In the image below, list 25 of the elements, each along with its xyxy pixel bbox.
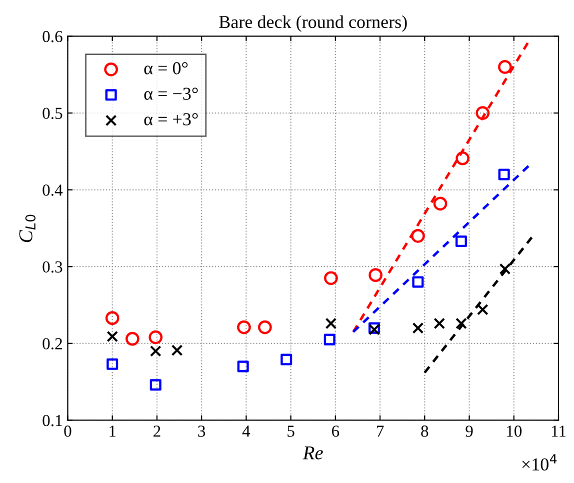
- legend-label: α = −3°: [144, 88, 198, 100]
- legend-label: α = +3°: [144, 113, 198, 126]
- x-tick-label: 8: [421, 426, 428, 437]
- y-tick-label: 0.5: [42, 108, 62, 120]
- x-tick-label: 1: [110, 426, 116, 437]
- y-tick-label: 0.6: [42, 30, 62, 42]
- x-tick-label: 5: [288, 426, 294, 437]
- x-tick-label: 2: [154, 426, 160, 437]
- y-tick-label: 0.4: [42, 184, 63, 196]
- x-tick-label: 6: [332, 426, 340, 437]
- x-tick-label: 11: [552, 426, 566, 437]
- x-tick-label: 9: [466, 426, 473, 437]
- x-tick-label: 7: [376, 426, 384, 437]
- x-tick-label: 10: [507, 426, 522, 437]
- x-tick-label: 3: [198, 426, 206, 437]
- x-tick-label: 4: [242, 426, 250, 437]
- text: ×10$^{4}$: [522, 454, 557, 471]
- chart-title: Bare deck (round corners): [219, 15, 407, 32]
- legend-label: α = 0°: [144, 62, 188, 74]
- y-tick-label: 0.2: [42, 338, 62, 350]
- y-tick-label: 0.1: [42, 414, 62, 426]
- x-tick-label: 0: [64, 426, 72, 437]
- y-tick-label: 0.3: [42, 261, 62, 273]
- y-axis-title: C$_{L0}$: [19, 214, 36, 242]
- x-axis-title: Re: [302, 446, 323, 460]
